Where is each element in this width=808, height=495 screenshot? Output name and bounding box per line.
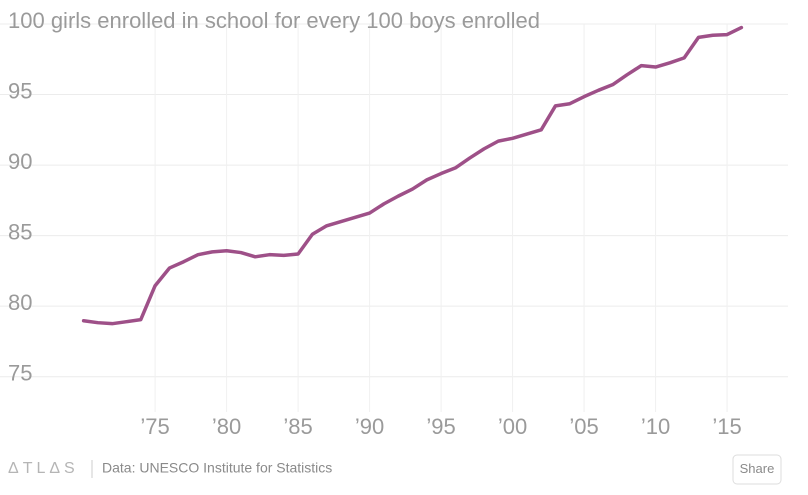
- y-tick-label: 80: [8, 290, 32, 315]
- x-tick-label: ’75: [140, 414, 169, 439]
- line: [81, 25, 744, 326]
- x-tick-label: ’05: [569, 414, 598, 439]
- x-tick-label: ’80: [212, 414, 241, 439]
- share-label[interactable]: Share: [740, 461, 775, 476]
- y-tick-label: 95: [8, 78, 32, 103]
- share-button[interactable]: [732, 454, 782, 485]
- x-tick-label: ’85: [283, 414, 312, 439]
- logo: ΔTLΔS: [8, 460, 79, 477]
- x-tick-label: ’00: [498, 414, 527, 439]
- plot: ’75 ’80 ’85 ’90 ’95 ’00 ’05 ’10 ’15 75 80 85 90 95 100…: [0, 8, 788, 439]
- x-tick-label: ’15: [712, 414, 741, 439]
- y-tick-label: 90: [8, 149, 32, 174]
- y-tick-label: 75: [8, 361, 32, 386]
- y-tick-label: 100 girls enrolled in school for every 1…: [8, 8, 540, 33]
- y-tick-label: 85: [8, 219, 32, 244]
- x-tick-label: ’10: [641, 414, 670, 439]
- x-tick-label: ’90: [355, 414, 384, 439]
- source: Data: UNESCO Institute for Statistics: [102, 460, 332, 476]
- x-tick-label: ’95: [426, 414, 455, 439]
